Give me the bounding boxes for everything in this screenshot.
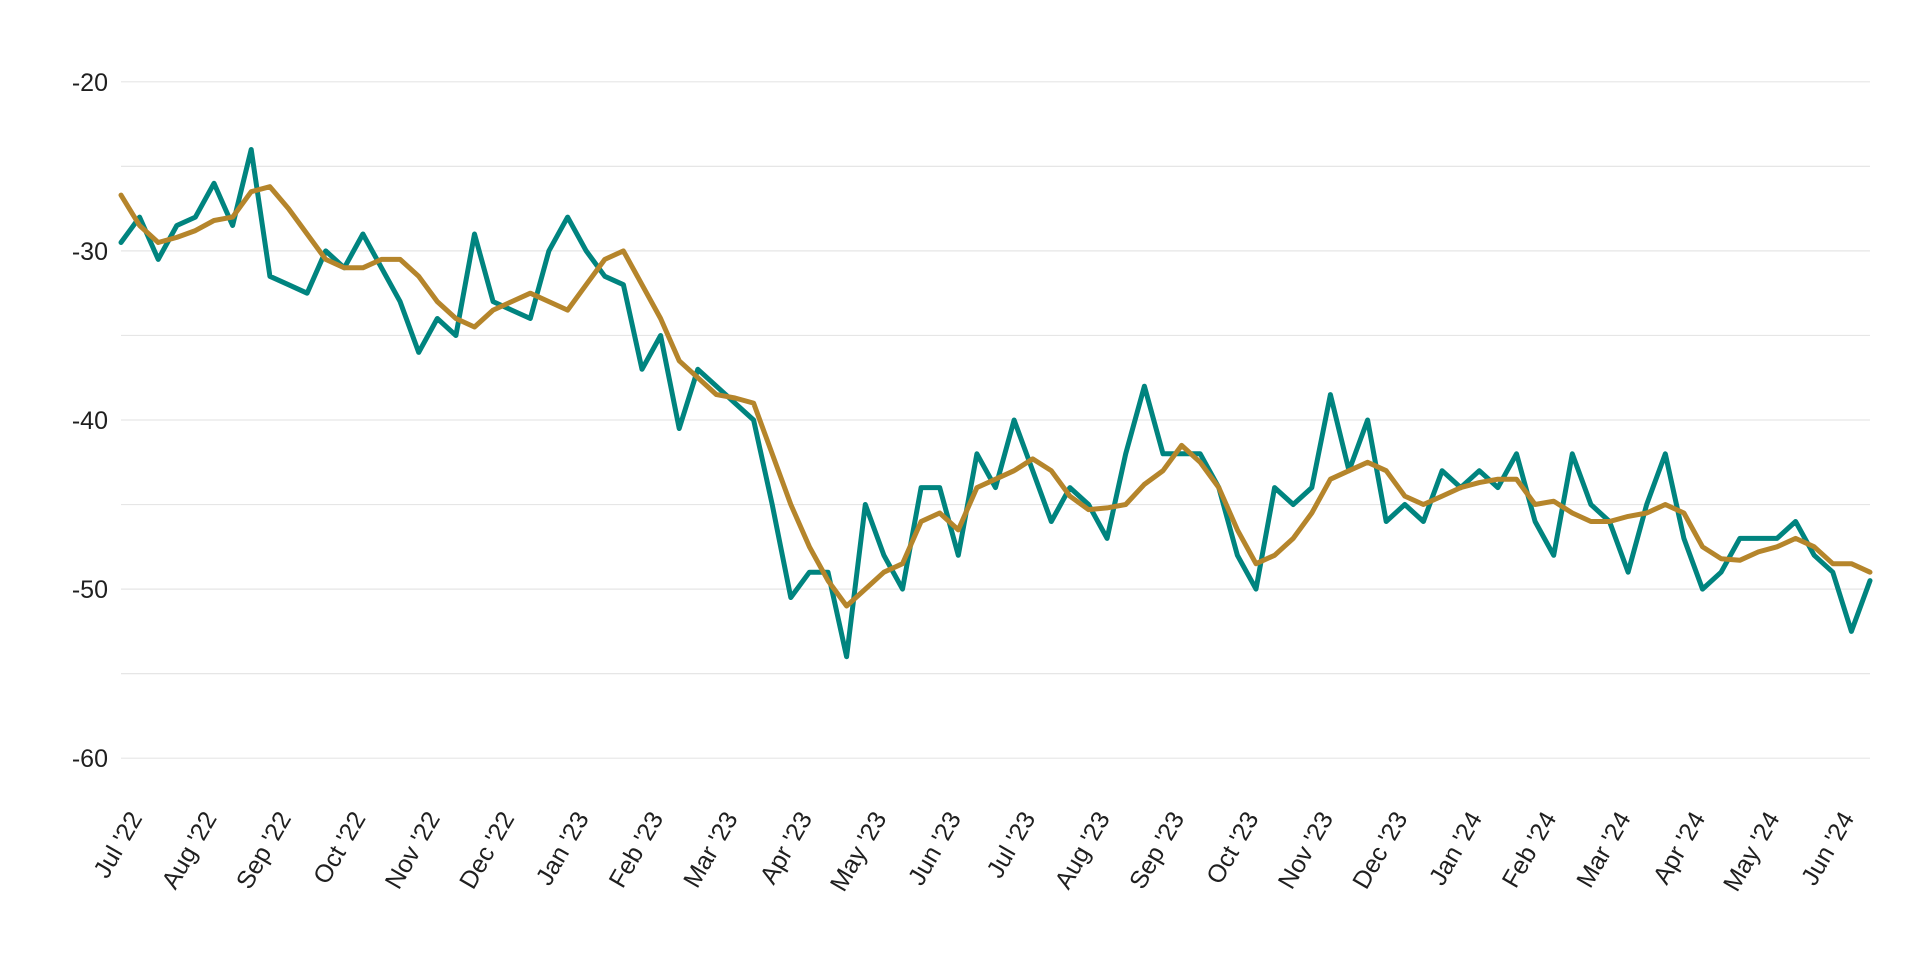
x-tick-label: Jun '24 <box>1796 807 1860 890</box>
x-tick-label: Aug '23 <box>1049 807 1115 894</box>
x-tick-label: Jan '23 <box>531 807 595 890</box>
x-tick-label: Sep '22 <box>231 807 297 894</box>
x-tick-label: Oct '22 <box>308 807 371 889</box>
y-tick-label: -40 <box>72 407 108 435</box>
y-tick-label: -30 <box>72 238 108 266</box>
x-tick-label: May '23 <box>825 807 893 896</box>
x-tick-label: Dec '22 <box>454 807 520 894</box>
x-tick-label: Mar '24 <box>1571 807 1637 893</box>
x-tick-label: Mar '23 <box>678 807 744 893</box>
x-tick-label: May '24 <box>1718 807 1786 896</box>
series-line <box>118 147 1873 660</box>
y-tick-label: -60 <box>72 745 108 773</box>
x-tick-label: Aug '22 <box>156 807 222 894</box>
x-tick-label: Jul '22 <box>88 807 148 883</box>
x-tick-label: Jan '24 <box>1424 807 1488 890</box>
series-line <box>118 184 1873 609</box>
x-tick-label: Nov '22 <box>380 807 446 894</box>
x-tick-label: Jul '23 <box>981 807 1041 883</box>
x-tick-label: Dec '23 <box>1347 807 1413 894</box>
x-tick-label: Oct '23 <box>1201 807 1264 889</box>
x-tick-label: Nov '23 <box>1273 807 1339 894</box>
x-tick-label: Sep '23 <box>1124 807 1190 894</box>
x-tick-label: Apr '23 <box>755 807 818 889</box>
y-tick-label: -20 <box>72 69 108 97</box>
x-tick-label: Feb '23 <box>604 807 670 893</box>
x-tick-label: Apr '24 <box>1648 807 1712 889</box>
x-tick-label: Jun '23 <box>903 807 967 890</box>
x-tick-label: Feb '24 <box>1497 807 1563 893</box>
y-tick-label: -50 <box>72 576 108 604</box>
